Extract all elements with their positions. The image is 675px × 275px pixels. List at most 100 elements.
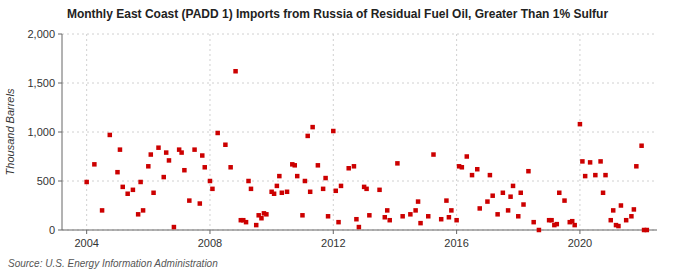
point	[179, 150, 184, 155]
point	[413, 208, 418, 213]
point	[475, 167, 480, 172]
x-tick-label: 2004	[74, 237, 98, 249]
point	[295, 174, 300, 179]
point	[629, 214, 634, 219]
point	[331, 129, 336, 134]
point	[354, 217, 359, 222]
point	[495, 212, 500, 217]
point	[277, 174, 282, 179]
point	[254, 223, 258, 228]
x-tick-label: 2016	[444, 237, 468, 249]
grid-line	[62, 230, 657, 231]
point	[108, 133, 113, 138]
point	[187, 198, 192, 203]
grid-line	[62, 132, 657, 133]
point	[182, 168, 187, 173]
point	[449, 208, 454, 213]
point	[508, 194, 512, 199]
point	[244, 220, 249, 225]
point	[215, 131, 220, 136]
point	[308, 190, 313, 195]
point	[609, 218, 614, 223]
y-tick-label: 500	[37, 175, 55, 187]
point	[557, 191, 562, 196]
point	[275, 184, 280, 189]
point	[339, 184, 344, 189]
point	[603, 173, 608, 178]
point	[555, 222, 560, 227]
point	[352, 164, 357, 169]
point	[321, 187, 326, 192]
grid-line	[62, 181, 657, 182]
y-tick	[58, 230, 62, 231]
point	[100, 208, 105, 213]
point	[506, 208, 511, 213]
point	[426, 214, 431, 219]
point	[645, 228, 650, 233]
point	[151, 191, 156, 196]
grid-line	[86, 34, 87, 230]
grid-line	[62, 34, 657, 35]
point	[246, 179, 251, 184]
y-tick-label: 0	[49, 224, 55, 236]
point	[164, 150, 169, 155]
grid	[62, 34, 657, 230]
x-tick-label: 2008	[198, 237, 222, 249]
point	[210, 187, 215, 192]
annotation: Source: U.S. Energy Information Administ…	[8, 258, 218, 269]
point	[303, 179, 308, 184]
point	[537, 228, 542, 233]
point	[634, 164, 639, 169]
point	[619, 203, 624, 208]
point	[395, 161, 400, 166]
point	[305, 134, 310, 139]
point	[444, 198, 449, 203]
point	[611, 208, 616, 213]
point	[125, 191, 130, 196]
point	[228, 165, 233, 170]
chart: Monthly East Coast (PADD 1) Imports from…	[0, 0, 675, 275]
point	[280, 191, 285, 196]
point	[202, 165, 207, 170]
y-tick-label: 1,500	[27, 77, 55, 89]
y-tick	[58, 34, 62, 35]
point	[192, 147, 197, 152]
point	[580, 159, 585, 164]
point	[377, 188, 382, 193]
point	[120, 185, 125, 190]
point	[167, 158, 172, 163]
point	[418, 221, 423, 226]
point	[549, 218, 554, 223]
point	[588, 160, 593, 165]
point	[460, 165, 465, 170]
point	[624, 218, 629, 223]
point	[593, 173, 598, 178]
y-tick-label: 1,000	[27, 126, 55, 138]
point	[272, 191, 277, 196]
point	[518, 191, 523, 196]
point	[200, 153, 205, 158]
point	[84, 180, 89, 185]
x-tick	[86, 230, 87, 234]
point	[465, 154, 470, 159]
point	[136, 212, 141, 217]
point	[346, 166, 351, 171]
point	[616, 224, 621, 229]
point	[383, 215, 388, 220]
point	[485, 199, 490, 204]
x-tick	[333, 230, 334, 234]
point	[416, 199, 421, 204]
grid-line	[62, 83, 657, 84]
point	[562, 198, 567, 203]
point	[92, 162, 97, 167]
point	[208, 179, 213, 184]
point	[156, 145, 161, 150]
background	[0, 0, 675, 275]
point	[531, 220, 536, 225]
point	[526, 169, 531, 174]
point	[470, 173, 475, 178]
point	[385, 208, 390, 213]
point	[570, 219, 575, 224]
point	[264, 212, 269, 217]
point	[285, 190, 290, 195]
